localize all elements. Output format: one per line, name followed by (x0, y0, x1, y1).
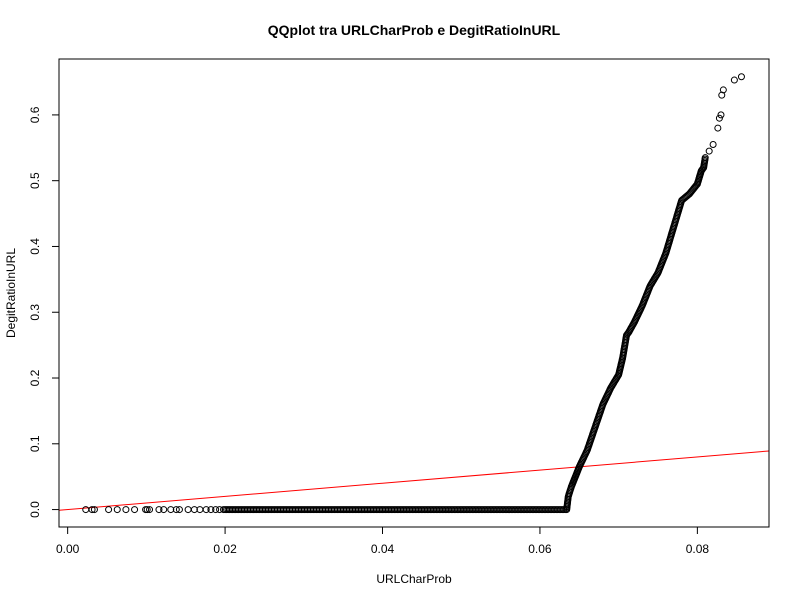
y-axis-label: DegitRatioInURL (4, 248, 18, 338)
data-point (122, 506, 130, 514)
data-point (143, 506, 151, 514)
data-point (709, 141, 717, 149)
x-axis: 0.00 0.02 0.04 0.06 0.08 (56, 526, 710, 556)
data-point (146, 506, 154, 514)
x-tick-label: 0.08 (686, 542, 710, 556)
x-axis-label: URLCharProb (376, 572, 452, 586)
chart-title: QQplot tra URLCharProb e DegitRatioInURL (268, 22, 561, 38)
data-point (131, 506, 139, 514)
data-point (705, 147, 713, 155)
data-point (184, 506, 192, 514)
data-point (207, 506, 215, 514)
data-point (737, 73, 745, 81)
data-point (719, 86, 727, 94)
y-tick-label: 0.6 (28, 106, 42, 123)
data-point (160, 506, 168, 514)
x-tick-label: 0.06 (528, 542, 552, 556)
data-point (88, 506, 96, 514)
data-point (172, 506, 180, 514)
y-tick-label: 0.1 (28, 435, 42, 452)
reference-line (59, 450, 769, 511)
data-point (701, 154, 709, 162)
data-point (175, 506, 183, 514)
data-point (82, 506, 90, 514)
data-point (714, 124, 722, 132)
data-point (113, 506, 121, 514)
data-point (202, 506, 210, 514)
data-point (717, 111, 725, 119)
x-tick-label: 0.02 (213, 542, 237, 556)
data-point (730, 76, 738, 84)
data-point (212, 506, 220, 514)
x-tick-label: 0.04 (371, 542, 395, 556)
data-point (90, 506, 98, 514)
y-tick-label: 0.5 (28, 172, 42, 189)
data-point (715, 114, 723, 122)
y-tick-label: 0.0 (28, 501, 42, 518)
plot-box (58, 58, 770, 528)
x-tick-label: 0.00 (56, 542, 80, 556)
y-tick-label: 0.3 (28, 304, 42, 321)
data-point (105, 506, 113, 514)
y-axis: 0.0 0.1 0.2 0.3 0.4 0.5 0.6 (28, 106, 60, 518)
y-tick-label: 0.4 (28, 238, 42, 255)
data-point (155, 506, 163, 514)
y-tick-label: 0.2 (28, 369, 42, 386)
